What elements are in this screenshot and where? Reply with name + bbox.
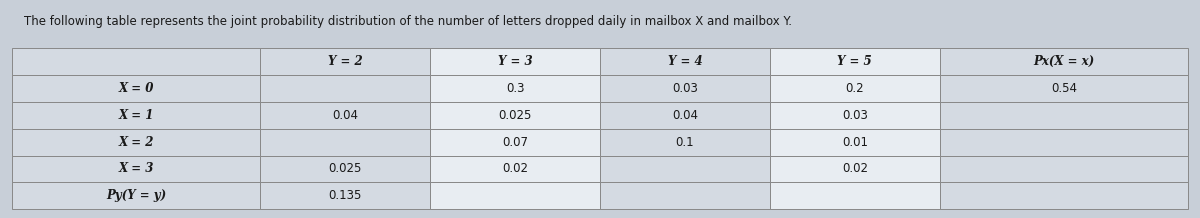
Text: 0.54: 0.54 [1051, 82, 1076, 95]
Text: 0.04: 0.04 [332, 109, 359, 122]
Text: Y = 4: Y = 4 [667, 55, 702, 68]
Text: X = 0: X = 0 [119, 82, 154, 95]
Bar [940, 102, 1188, 129]
Bar [600, 75, 770, 102]
Text: 0.03: 0.03 [672, 82, 698, 95]
Bar [430, 129, 600, 155]
Bar [600, 155, 770, 182]
Bar [770, 129, 940, 155]
Bar [940, 182, 1188, 209]
Bar [260, 48, 430, 75]
Bar [770, 155, 940, 182]
Text: 0.01: 0.01 [842, 136, 868, 148]
Bar [430, 48, 600, 75]
Text: 0.07: 0.07 [502, 136, 528, 148]
Bar [770, 102, 940, 129]
Text: Y = 2: Y = 2 [328, 55, 362, 68]
Bar [600, 102, 770, 129]
Text: 0.025: 0.025 [329, 162, 362, 175]
Text: Py(Y = y): Py(Y = y) [106, 189, 166, 202]
Text: 0.02: 0.02 [502, 162, 528, 175]
Bar [260, 102, 430, 129]
Bar [770, 182, 940, 209]
Bar [600, 48, 770, 75]
Bar [260, 75, 430, 102]
Text: X = 2: X = 2 [119, 136, 154, 148]
Bar [430, 102, 600, 129]
Bar [940, 48, 1188, 75]
Bar [12, 102, 260, 129]
Bar [12, 155, 260, 182]
Bar [770, 75, 940, 102]
Bar [260, 182, 430, 209]
Bar [12, 75, 260, 102]
Bar [260, 129, 430, 155]
Text: 0.135: 0.135 [329, 189, 362, 202]
Text: 0.03: 0.03 [842, 109, 868, 122]
Bar [940, 75, 1188, 102]
Bar [770, 48, 940, 75]
Text: Y = 3: Y = 3 [498, 55, 533, 68]
Text: The following table represents the joint probability distribution of the number : The following table represents the joint… [24, 15, 792, 28]
Bar [940, 155, 1188, 182]
Text: 0.04: 0.04 [672, 109, 698, 122]
Text: 0.02: 0.02 [842, 162, 868, 175]
Text: 0.1: 0.1 [676, 136, 695, 148]
Bar [600, 182, 770, 209]
Text: 0.2: 0.2 [846, 82, 864, 95]
Bar [12, 48, 260, 75]
Bar [12, 182, 260, 209]
Bar [940, 129, 1188, 155]
Text: 0.3: 0.3 [506, 82, 524, 95]
Text: X = 1: X = 1 [119, 109, 154, 122]
Bar [430, 182, 600, 209]
Text: Y = 5: Y = 5 [838, 55, 872, 68]
Bar [430, 155, 600, 182]
Text: X = 3: X = 3 [119, 162, 154, 175]
Text: Px(X = x): Px(X = x) [1033, 55, 1094, 68]
Bar [430, 75, 600, 102]
Text: 0.025: 0.025 [498, 109, 532, 122]
Bar [12, 129, 260, 155]
Bar [260, 155, 430, 182]
Bar [600, 129, 770, 155]
